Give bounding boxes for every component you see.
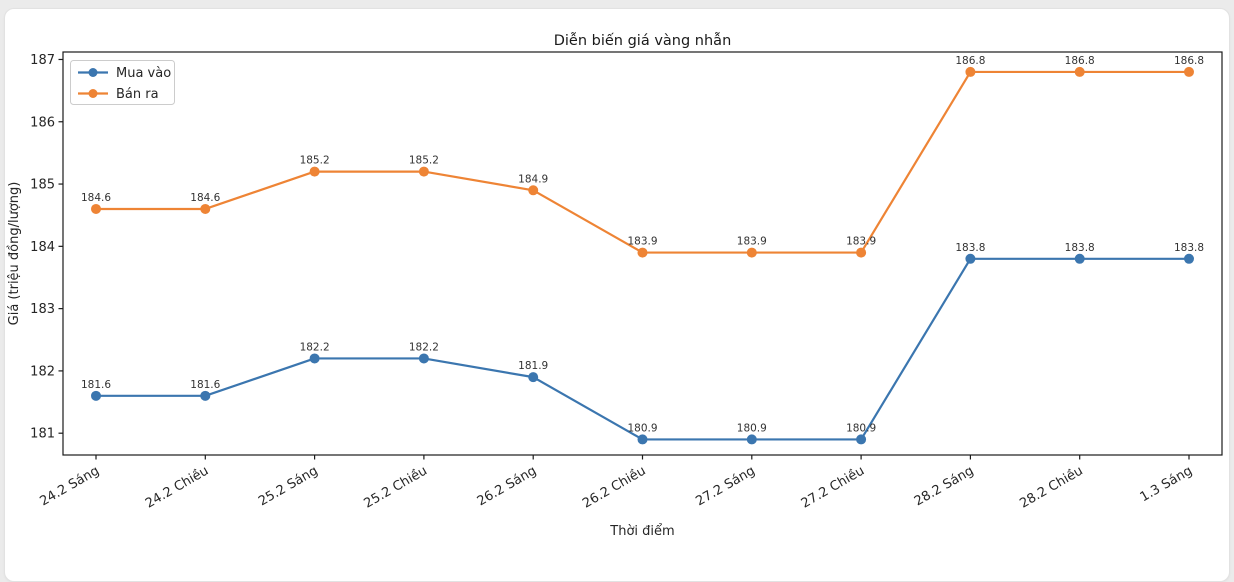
legend-marker xyxy=(89,89,98,98)
data-point-marker xyxy=(200,391,210,401)
data-label: 183.9 xyxy=(846,236,876,248)
data-label: 182.2 xyxy=(300,341,330,353)
x-axis-label: Thời điểm xyxy=(609,524,674,539)
data-label: 183.9 xyxy=(737,236,767,248)
data-point-marker xyxy=(310,167,320,177)
series-line xyxy=(96,72,1189,253)
data-label: 182.2 xyxy=(409,341,439,353)
x-tick-label: 27.2 Chiều xyxy=(799,463,867,511)
data-label: 183.8 xyxy=(955,242,985,254)
y-tick-label: 182 xyxy=(30,364,55,379)
data-label: 181.6 xyxy=(190,379,220,391)
legend: Mua vào Bán ra xyxy=(71,61,175,105)
data-point-marker xyxy=(200,204,210,214)
data-label: 183.8 xyxy=(1065,242,1095,254)
y-tick-label: 184 xyxy=(30,240,55,255)
data-point-marker xyxy=(528,372,538,382)
y-tick-label: 186 xyxy=(30,115,55,130)
data-label: 184.9 xyxy=(518,173,548,185)
y-tick-label: 183 xyxy=(30,302,55,317)
x-tick-label: 26.2 Chiều xyxy=(580,463,648,511)
x-axis: 24.2 Sáng 24.2 Chiều 25.2 Sáng 25.2 Chiều 26… xyxy=(38,455,1195,539)
data-label: 180.9 xyxy=(737,422,767,434)
data-point-marker xyxy=(1075,254,1085,264)
x-tick-label: 1.3 Sáng xyxy=(1138,463,1195,505)
data-point-marker xyxy=(638,248,648,258)
series-0: 181.6 181.6 182.2 182.2 181.9 180.9 180.9 180.9… xyxy=(81,242,1204,445)
data-label: 184.6 xyxy=(81,192,111,204)
data-label: 180.9 xyxy=(846,422,876,434)
data-label: 181.9 xyxy=(518,360,548,372)
data-label: 181.6 xyxy=(81,379,111,391)
data-point-marker xyxy=(91,204,101,214)
legend-label: Mua vào xyxy=(116,66,171,81)
legend-label: Bán ra xyxy=(116,87,159,102)
data-label: 185.2 xyxy=(300,155,330,167)
data-label: 186.8 xyxy=(1065,55,1095,67)
legend-marker xyxy=(89,68,98,77)
data-point-marker xyxy=(1184,67,1194,77)
data-point-marker xyxy=(528,185,538,195)
x-tick-label: 28.2 Chiều xyxy=(1017,463,1085,511)
data-point-marker xyxy=(1075,67,1085,77)
x-tick-label: 27.2 Sáng xyxy=(693,463,757,509)
x-tick-label: 26.2 Sáng xyxy=(475,463,539,509)
data-point-marker xyxy=(310,353,320,363)
data-label: 180.9 xyxy=(627,422,657,434)
data-point-marker xyxy=(856,248,866,258)
data-point-marker xyxy=(965,254,975,264)
chart-svg: Diễn biến giá vàng nhẫn18118218318418518… xyxy=(0,0,1234,568)
data-point-marker xyxy=(638,434,648,444)
data-point-marker xyxy=(1184,254,1194,264)
data-point-marker xyxy=(856,434,866,444)
data-label: 186.8 xyxy=(1174,55,1204,67)
y-tick-label: 185 xyxy=(30,178,55,193)
x-tick-label: 28.2 Sáng xyxy=(912,463,976,509)
data-point-marker xyxy=(419,353,429,363)
x-tick-label: 24.2 Sáng xyxy=(38,463,102,509)
y-tick-label: 187 xyxy=(30,53,55,68)
data-point-marker xyxy=(747,248,757,258)
x-tick-label: 25.2 Sáng xyxy=(256,463,320,509)
x-tick-label: 24.2 Chiều xyxy=(143,463,211,511)
data-label: 184.6 xyxy=(190,192,220,204)
x-tick-label: 25.2 Chiều xyxy=(362,463,430,511)
series-1: 184.6 184.6 185.2 185.2 184.9 183.9 183.9 183.9… xyxy=(81,55,1204,258)
data-label: 183.8 xyxy=(1174,242,1204,254)
data-point-marker xyxy=(747,434,757,444)
chart-title: Diễn biến giá vàng nhẫn xyxy=(554,32,732,49)
y-tick-label: 181 xyxy=(30,427,55,442)
y-axis-label: Giá (triệu đồng/lượng) xyxy=(7,182,22,326)
y-axis: 181 182 183 184 185 186 187 Giá (triệu đồng/lượ… xyxy=(7,53,63,442)
data-label: 186.8 xyxy=(955,55,985,67)
data-point-marker xyxy=(419,167,429,177)
data-label: 185.2 xyxy=(409,155,439,167)
series-line xyxy=(96,259,1189,440)
data-point-marker xyxy=(91,391,101,401)
data-point-marker xyxy=(965,67,975,77)
data-label: 183.9 xyxy=(627,236,657,248)
